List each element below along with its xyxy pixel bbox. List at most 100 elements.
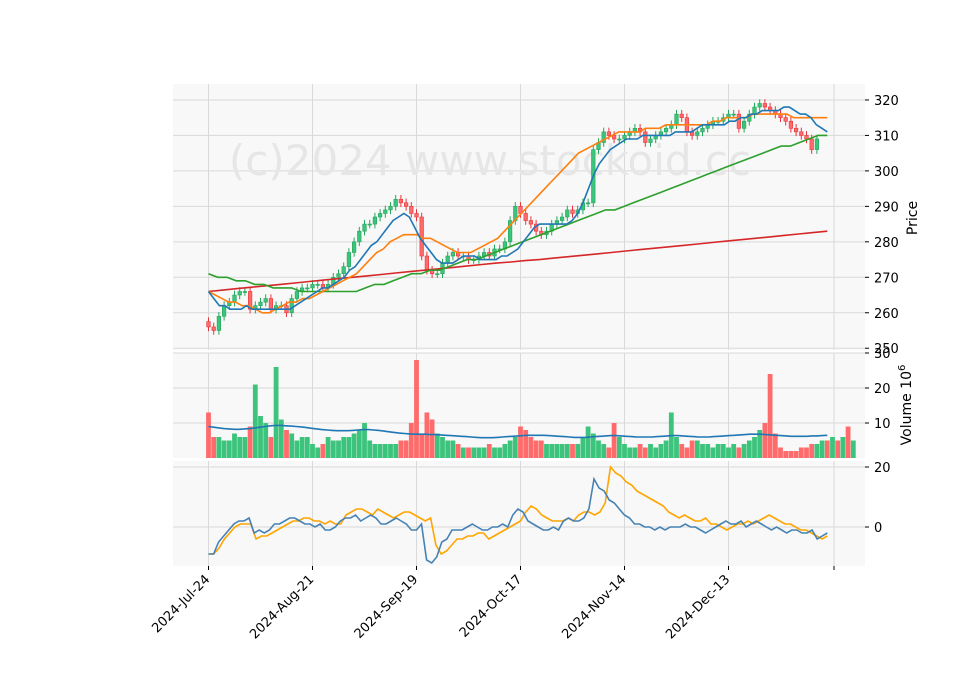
volume-bar [372, 444, 378, 458]
volume-bar [741, 444, 747, 458]
x-tick-label: 2024-Jul-24 [149, 572, 213, 636]
y-tick-label: 20 [874, 461, 891, 476]
candle-body [741, 120, 747, 129]
y-tick-label: 290 [874, 200, 899, 215]
volume-bar [398, 440, 404, 458]
volume-bar [424, 412, 430, 458]
volume-bars [206, 360, 856, 458]
candle-body [424, 255, 430, 271]
volume-bar [814, 444, 820, 458]
candle-body [341, 266, 346, 275]
candle-body [268, 298, 274, 310]
candle-body [222, 305, 227, 317]
x-tick-label: 2024-Nov-14 [559, 572, 629, 642]
y-tick-label: 10 [874, 417, 891, 432]
y-tick-label: 260 [874, 307, 899, 322]
candle-body [388, 206, 393, 211]
ma-long-line [208, 134, 828, 293]
x-tick-label: 2024-Sep-19 [352, 572, 422, 642]
candle-body [310, 284, 315, 289]
candle-body [409, 206, 414, 214]
x-tick-label: 2024-Dec-13 [663, 572, 733, 642]
volume-bar [299, 437, 305, 458]
candle-body [315, 284, 320, 286]
volume-bar [538, 440, 544, 458]
volume-bar [674, 437, 679, 458]
candle-body [622, 135, 627, 140]
volume-bar [273, 367, 279, 458]
y-tick-label: 270 [874, 271, 899, 286]
volume-bar [653, 447, 659, 458]
price-panel [173, 84, 865, 350]
volume-bar [840, 437, 846, 458]
volume-bar [720, 444, 726, 458]
volume-bar [850, 440, 856, 458]
volume-bar [481, 447, 487, 458]
volume-bar [211, 437, 217, 458]
volume-bar [258, 416, 263, 458]
watermark: (c)2024 www.stockoid.cc [229, 136, 751, 185]
volume-bar [237, 437, 243, 458]
volume-bar [679, 444, 685, 458]
volume-bar [762, 423, 768, 458]
volume-bar [252, 384, 258, 458]
volume-bar [403, 440, 409, 458]
volume-bar [393, 444, 399, 458]
candle-body [258, 301, 263, 306]
candle-body [351, 241, 357, 253]
y-tick-label: 320 [874, 94, 899, 109]
candle-body [814, 138, 819, 150]
candle-body [679, 113, 684, 118]
candle-body [528, 220, 533, 225]
oscillator-panel [173, 461, 865, 566]
volume-bar [284, 430, 289, 458]
volume-bar [247, 426, 253, 458]
oscillator-line-a [208, 476, 828, 565]
y-tick-label: 20 [874, 382, 891, 397]
volume-bar [809, 444, 815, 458]
candle-body [294, 291, 300, 299]
ma-mid-line [208, 113, 828, 314]
volume-bar [408, 423, 414, 458]
volume-bar [694, 440, 700, 458]
volume-bar [497, 447, 503, 458]
candle-body [809, 138, 814, 150]
volume-bar [642, 447, 648, 458]
volume-bar [845, 426, 851, 458]
volume-bar [767, 374, 773, 458]
volume-bar [351, 433, 357, 458]
volume-bar [778, 447, 783, 458]
volume-bar [689, 440, 695, 458]
volume-bar [336, 440, 341, 458]
candle-body [383, 209, 388, 214]
volume-bar [700, 444, 705, 458]
volume-bar [632, 447, 638, 458]
volume-bar [772, 433, 778, 458]
candle-body [357, 230, 362, 243]
volume-axis-label: Volume 106 [897, 365, 915, 446]
volume-bar [434, 433, 440, 458]
candle-body [700, 128, 705, 133]
x-tick-label: 2024-Aug-21 [247, 572, 317, 642]
candle-body [601, 131, 606, 143]
volume-bar [455, 444, 461, 458]
volume-bar [502, 444, 508, 458]
volume-bar [684, 447, 690, 458]
volume-bar [523, 430, 529, 458]
volume-bar [627, 447, 633, 458]
volume-bar [294, 440, 300, 458]
volume-bar [544, 444, 549, 458]
volume-bar [549, 444, 555, 458]
volume-bar [445, 440, 451, 458]
candle-body [752, 106, 757, 115]
candle-body [570, 209, 575, 214]
volume-bar [268, 437, 274, 458]
volume-axis-label-text: Volume 10 [899, 371, 915, 445]
volume-bar [512, 437, 518, 458]
volume-bar [440, 437, 445, 458]
indicator-lines [207, 106, 828, 565]
candle-body [435, 273, 440, 276]
volume-bar [564, 444, 570, 458]
